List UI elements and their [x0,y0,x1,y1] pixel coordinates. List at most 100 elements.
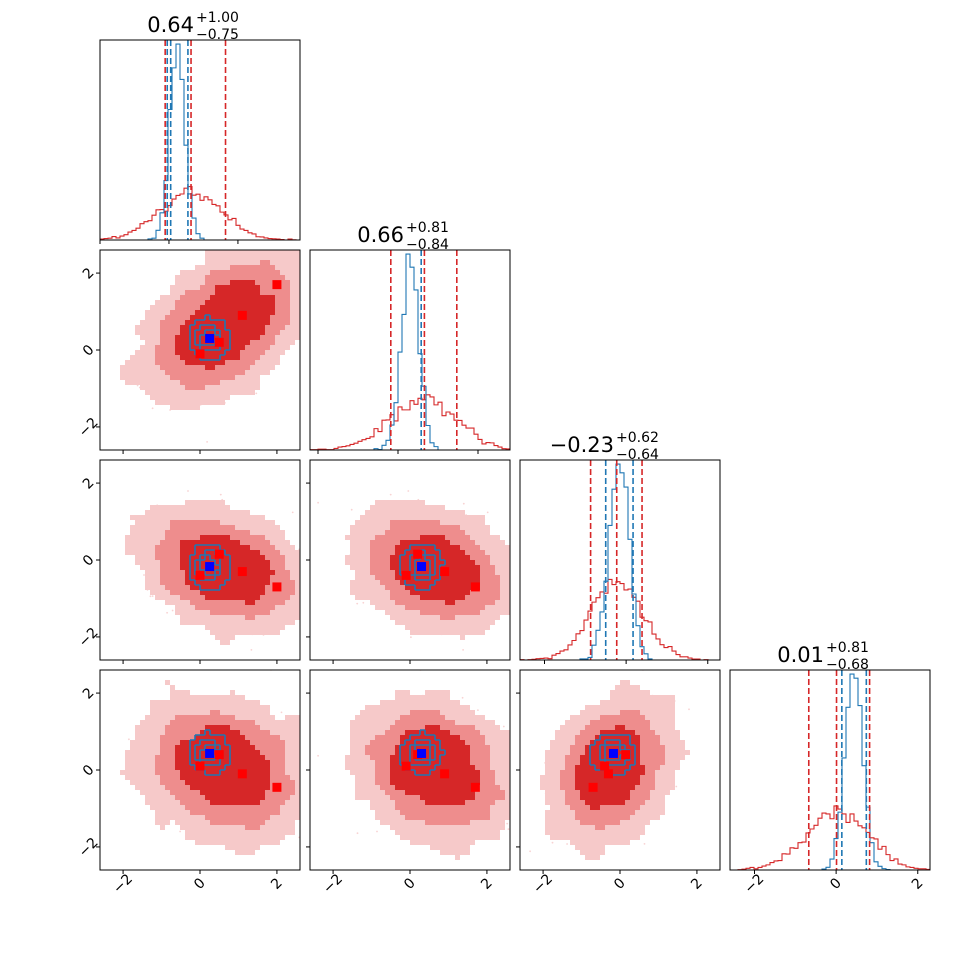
truth-marker-wide [237,769,247,779]
scatter-point [273,247,275,249]
x-tick-label: −2 [742,871,768,897]
panel-title-minus: −0.84 [406,237,449,253]
truth-marker-wide [603,769,613,779]
scatter-point [502,725,505,728]
scatter-point [376,830,378,833]
scatter-point [462,649,464,651]
panel-frame [99,249,301,451]
truth-marker-wide [621,750,631,760]
scatter-point [356,602,359,605]
truth-marker-wide [440,567,450,577]
scatter-point [206,441,209,443]
panel-content [125,490,303,663]
narrow-contour [399,729,446,776]
y-tick-label: 2 [80,475,98,493]
scatter-point [462,502,465,505]
scatter-point [584,883,586,885]
scatter-point [675,785,678,788]
scatter-point [506,822,509,825]
scatter-point [231,661,233,663]
scatter-point [301,284,303,286]
scatter-panel-2-1 [306,459,524,664]
scatter-point [522,837,524,839]
scatter-point [518,742,520,744]
panel-title-plus: +0.81 [826,640,869,656]
scatter-point [518,569,520,571]
truth-marker-wide [214,750,224,760]
panel-frame [519,669,721,871]
scatter-point [280,711,283,714]
panel-content [120,241,305,443]
y-tick-label: −2 [76,835,102,861]
scatter-point [151,407,154,410]
scatter-point [301,574,303,576]
truth-marker-wide [272,280,282,290]
scatter-point [350,508,353,511]
panel-frame [99,669,301,871]
truth-marker-narrow [205,562,215,572]
scatter-point [521,544,523,546]
panel-frame [99,459,301,661]
scatter-point [643,843,646,845]
scatter-point [256,241,258,243]
panel-frame [729,669,931,871]
scatter-point [301,556,303,558]
x-tick-label: −2 [110,871,136,897]
panel-title-plus: +0.62 [616,430,659,446]
x-tick-label: 0 [827,875,845,893]
scatter-point [477,709,479,711]
panel-frame [309,669,511,871]
truth-marker-wide [272,582,282,592]
truth-marker-wide [401,761,411,771]
x-tick-label: 0 [611,875,629,893]
truth-marker-wide [237,310,247,320]
narrow-contour [399,544,446,591]
scatter-point [306,757,308,759]
scatter-point [301,298,303,300]
scatter-point [143,574,145,576]
truth-marker-wide [600,761,610,771]
panel-title-minus: −0.75 [196,27,239,43]
y-tick-label: 0 [80,552,98,570]
scatter-point [512,572,514,574]
y-tick-label: −2 [76,415,102,441]
narrow-contour [409,549,436,581]
panel-content [317,490,524,651]
scatter-point [551,841,554,844]
scatter-point [303,296,305,298]
scatter-point [171,609,174,612]
y-tick-label: 2 [80,685,98,703]
panel-title-plus: +1.00 [196,10,239,26]
scatter-panel-3-1: −2 0 2 [306,669,524,897]
scatter-panel-1-0: −2 0 2 [76,241,305,454]
x-tick-label: −2 [320,871,346,897]
panel-content [529,670,690,885]
scatter-point [127,738,130,741]
panel-frame [519,459,721,661]
scatter-point [303,736,305,738]
scatter-panel-2-0: −2 0 2 [76,459,303,664]
panel-content [317,670,524,860]
scatter-point [149,595,152,598]
scatter-point [151,595,154,597]
panel-content [310,250,510,450]
scatter-point [320,812,322,814]
scatter-point [522,549,524,551]
truth-marker-wide [214,549,224,559]
truth-marker-narrow [205,748,215,758]
scatter-point [512,786,514,788]
density-level-inner [180,535,275,605]
truth-marker-wide [195,349,205,359]
scatter-point [291,511,294,514]
panel-title-minus: −0.64 [616,447,659,463]
narrow-contour [409,739,436,766]
panel-content [730,670,930,870]
scatter-point [250,649,253,651]
truth-marker-wide [195,570,205,580]
panel-title-value: −0.23 [550,433,614,457]
truth-marker-narrow [608,748,618,758]
scatter-point [317,501,319,504]
scatter-point [461,696,464,699]
narrow-contour [189,314,231,361]
